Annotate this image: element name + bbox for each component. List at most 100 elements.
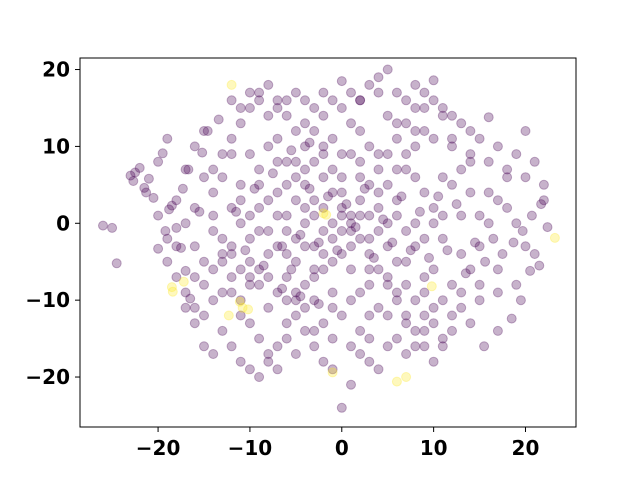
scatter-point [304, 137, 315, 148]
scatter-point [447, 179, 457, 190]
scatter-point [272, 156, 283, 167]
scatter-point [208, 349, 219, 359]
scatter-point [167, 286, 178, 297]
scatter-point [447, 279, 457, 290]
scatter-point [309, 295, 320, 306]
scatter-point [235, 264, 246, 275]
scatter-point [364, 264, 375, 275]
scatter-point [217, 233, 228, 244]
scatter-point [235, 103, 246, 113]
scatter-point [401, 310, 412, 321]
scatter-point [428, 202, 439, 213]
scatter-point [139, 182, 150, 193]
scatter-point [162, 233, 173, 244]
scatter-point [373, 72, 384, 83]
scatter-point [300, 179, 310, 190]
scatter-point [125, 170, 136, 181]
scatter-point [226, 95, 237, 106]
scatter-point [502, 172, 513, 183]
scatter-point [290, 295, 301, 306]
scatter-point [281, 210, 292, 221]
scatter-point [428, 218, 439, 229]
scatter-point [346, 226, 356, 236]
scatter-point [346, 264, 356, 275]
scatter-point [355, 233, 366, 244]
scatter-point [309, 126, 320, 136]
scatter-point [428, 356, 439, 367]
scatter-point [419, 187, 430, 198]
scatter-point [180, 287, 191, 298]
scatter-point [226, 133, 237, 144]
scatter-point [368, 252, 379, 263]
scatter-point [199, 256, 209, 267]
scatter-point [176, 242, 186, 253]
scatter-point [160, 226, 171, 236]
scatter-point [166, 200, 177, 211]
scatter-point [327, 367, 338, 378]
scatter-point [538, 195, 549, 206]
scatter-point [309, 103, 320, 113]
scatter-point [309, 325, 320, 336]
scatter-point [309, 272, 320, 283]
scatter-point [465, 318, 476, 329]
scatter-point [336, 149, 347, 160]
scatter-point [189, 302, 200, 313]
scatter-point [148, 192, 159, 203]
scatter-point [474, 295, 485, 306]
scatter-point [130, 167, 141, 178]
y-tick-label: 0 [56, 211, 70, 235]
scatter-point [327, 233, 338, 244]
scatter-point [171, 222, 182, 233]
scatter-point [327, 256, 338, 267]
scatter-point [208, 264, 219, 275]
scatter-point [470, 237, 480, 248]
scatter-point [111, 258, 122, 269]
scatter-point [405, 245, 416, 256]
scatter-point [538, 179, 549, 190]
scatter-point [391, 195, 402, 206]
scatter-point [217, 172, 228, 183]
scatter-point [217, 149, 228, 160]
scatter-point [410, 141, 421, 152]
scatter-point [401, 372, 412, 382]
scatter-point [391, 256, 402, 267]
scatter-point [226, 241, 237, 252]
x-tick-label: 20 [512, 436, 540, 460]
scatter-point [189, 202, 200, 213]
scatter-point [208, 164, 219, 175]
scatter-point [300, 202, 310, 213]
scatter-point [373, 149, 384, 160]
scatter-point [492, 325, 503, 336]
scatter-point [391, 376, 402, 387]
scatter-point [277, 283, 288, 294]
scatter-point [520, 241, 531, 252]
scatter-point [410, 325, 421, 336]
scatter-point [313, 299, 324, 309]
scatter-point [281, 226, 292, 236]
scatter-point [199, 279, 209, 290]
scatter-point [281, 272, 292, 283]
scatter-point [474, 210, 485, 221]
scatter-point [235, 295, 246, 306]
scatter-point [355, 172, 366, 183]
scatter-point [189, 141, 200, 152]
scatter-point [346, 341, 356, 352]
scatter-point [235, 195, 246, 206]
scatter-point [410, 295, 421, 306]
scatter-point [327, 364, 338, 375]
scatter-point [327, 95, 338, 106]
scatter-point [364, 179, 375, 190]
scatter-point [254, 164, 265, 175]
scatter-point [272, 287, 283, 298]
scatter-point [254, 95, 265, 106]
scatter-point [401, 149, 412, 160]
scatter-point [235, 218, 246, 229]
scatter-point [290, 233, 301, 244]
scatter-point [309, 156, 320, 167]
scatter-point [456, 164, 467, 175]
scatter-point [346, 241, 356, 252]
scatter-point [318, 202, 329, 213]
x-tick-label: 0 [335, 436, 349, 460]
scatter-point [364, 79, 375, 90]
scatter-point [346, 118, 356, 129]
